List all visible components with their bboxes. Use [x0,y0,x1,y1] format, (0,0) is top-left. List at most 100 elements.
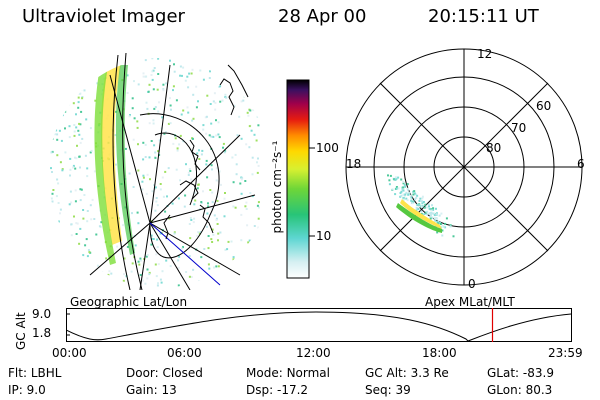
emission-pixel [148,273,151,276]
emission-pixel [190,72,193,75]
emission-pixel [180,113,183,116]
emission-pixel [187,174,190,176]
emission-pixel [146,173,149,176]
emission-pixel [101,271,104,274]
emission-pixel [82,209,85,211]
emission-pixel [192,268,195,271]
emission-pixel [65,58,68,59]
emission-pixel [422,201,425,203]
emission-pixel [50,127,53,130]
emission-pixel [169,104,172,107]
orbit-y-tick-low: 1.8 [32,326,52,340]
emission-pixel [151,70,154,73]
emission-pixel [59,161,62,164]
emission-pixel [76,82,78,85]
emission-pixel [141,188,144,191]
emission-pixel [162,88,165,91]
emission-pixel [246,278,249,281]
emission-pixel [218,85,220,88]
emission-pixel [430,212,433,215]
time-label: 20:15:11 UT [428,6,539,27]
emission-pixel [429,214,432,217]
emission-pixel [198,280,201,283]
emission-pixel [136,126,139,129]
emission-pixel [218,68,221,70]
emission-pixel [402,197,405,199]
emission-pixel [211,168,213,171]
emission-pixel [426,206,429,209]
emission-pixel [141,180,144,183]
emission-pixel [86,167,89,170]
emission-pixel [413,192,416,195]
emission-pixel [208,60,211,63]
emission-pixel [430,209,433,212]
emission-pixel [148,156,151,159]
emission-pixel [449,225,452,228]
emission-pixel [79,166,81,169]
emission-pixel [165,82,168,85]
emission-pixel [144,59,147,62]
emission-pixel [187,86,190,89]
emission-pixel [206,176,209,179]
emission-pixel [59,212,61,215]
emission-pixel [190,178,193,181]
emission-pixel [74,167,77,170]
colorbar [286,79,315,279]
emission-pixel [51,137,54,140]
emission-pixel [188,223,191,225]
emission-pixel [164,210,167,213]
emission-pixel [73,134,76,137]
emission-pixel [162,89,165,92]
emission-pixel [423,213,426,215]
emission-pixel [200,256,203,259]
emission-pixel [154,263,157,266]
emission-pixel [206,212,209,215]
emission-pixel [425,213,428,216]
emission-pixel [55,195,58,198]
emission-pixel [151,58,154,60]
emission-pixel [215,265,218,268]
emission-pixel [171,202,174,205]
emission-pixel [413,190,416,193]
emission-pixel [123,257,126,260]
emission-pixel [198,158,201,160]
emission-pixel [414,198,417,201]
emission-pixel [105,59,107,62]
emission-pixel [217,265,220,268]
emission-pixel [439,223,442,225]
emission-pixel [166,195,168,198]
emission-pixel [428,207,431,210]
emission-pixel [147,90,150,93]
emission-pixel [83,194,86,196]
lat-lon-grid [89,52,256,290]
emission-pixel [161,116,164,119]
emission-pixel [256,161,258,164]
emission-pixel [79,227,82,230]
instrument-title: Ultraviolet Imager [22,6,185,27]
emission-pixel [154,187,156,190]
emission-pixel [50,280,53,282]
emission-pixel [100,221,103,224]
emission-pixel [402,186,405,189]
emission-pixel [139,259,142,262]
emission-pixel [152,88,155,91]
emission-pixel [234,206,237,209]
emission-pixel [205,163,208,166]
emission-pixel [68,203,71,206]
emission-pixel [145,75,148,78]
emission-pixel [54,133,57,136]
emission-pixel [173,231,176,234]
emission-pixel [432,208,435,211]
emission-pixel [397,176,400,179]
emission-pixel [83,266,86,269]
emission-pixel [149,178,151,181]
emission-pixel [57,220,60,223]
emission-pixel [169,265,172,268]
emission-pixel [416,207,419,210]
orbit-x-tick-2359: 23:59 [548,346,583,360]
emission-pixel [394,193,397,196]
emission-pixel [98,225,101,228]
emission-pixel [429,211,432,214]
emission-pixel [75,222,78,225]
emission-pixel [64,127,66,130]
